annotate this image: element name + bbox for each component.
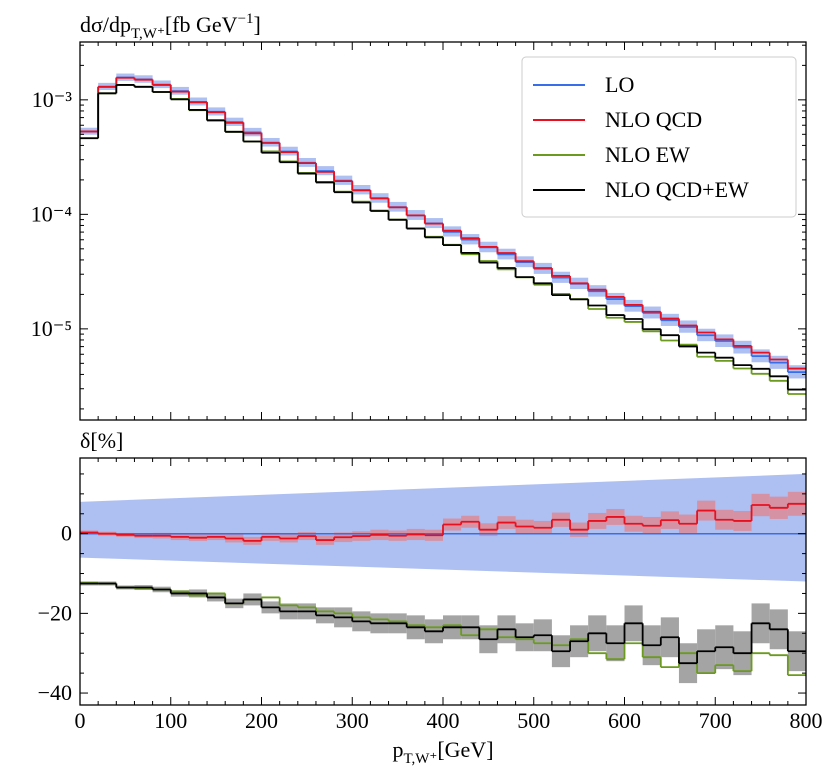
x-tick-label: 600 <box>608 708 641 733</box>
text-part: −1 <box>238 11 254 27</box>
text-part: δ[%] <box>80 428 123 453</box>
x-tick-label: 400 <box>427 708 460 733</box>
y-tick-label: 10⁻³ <box>32 87 73 112</box>
plot-area <box>80 473 806 684</box>
x-tick-label: 500 <box>517 708 550 733</box>
y-tick-label: 10⁻⁴ <box>31 201 73 226</box>
y-tick-label: −20 <box>38 600 72 625</box>
x-tick-label: 200 <box>245 708 278 733</box>
y-tick-label: 10⁻⁵ <box>31 316 72 341</box>
text-part: ] <box>254 12 261 37</box>
x-axis-label: pT,W⁺[GeV] <box>392 737 493 767</box>
x-tick-label: 0 <box>75 708 86 733</box>
x-tick-label: 800 <box>790 708 823 733</box>
x-tick-label: 300 <box>336 708 369 733</box>
text-part: p <box>392 737 403 762</box>
y-tick-label: −40 <box>38 680 72 705</box>
x-tick-label: 700 <box>699 708 732 733</box>
legend-label: NLO QCD+EW <box>605 177 749 202</box>
step-series <box>80 84 806 391</box>
panel-title: dσ/dpT,W⁺[fb GeV−1] <box>80 11 261 42</box>
text-part: T,W⁺ <box>403 751 437 767</box>
panel-title: δ[%] <box>80 428 123 453</box>
legend-box <box>521 56 797 218</box>
step-series <box>80 582 806 665</box>
legend-label: NLO QCD <box>605 107 702 132</box>
text-part: dσ/dp <box>80 12 131 37</box>
step-series <box>80 76 806 370</box>
plot-area <box>80 73 806 395</box>
text-part: [GeV] <box>437 737 493 762</box>
legend-label: LO <box>605 72 634 97</box>
y-tick-label: 0 <box>61 521 72 546</box>
legend-label: NLO EW <box>605 142 690 167</box>
x-tick-label: 100 <box>154 708 187 733</box>
text-part: T,W⁺ <box>131 26 165 42</box>
text-part: [fb GeV <box>165 12 238 37</box>
step-series <box>80 502 806 542</box>
